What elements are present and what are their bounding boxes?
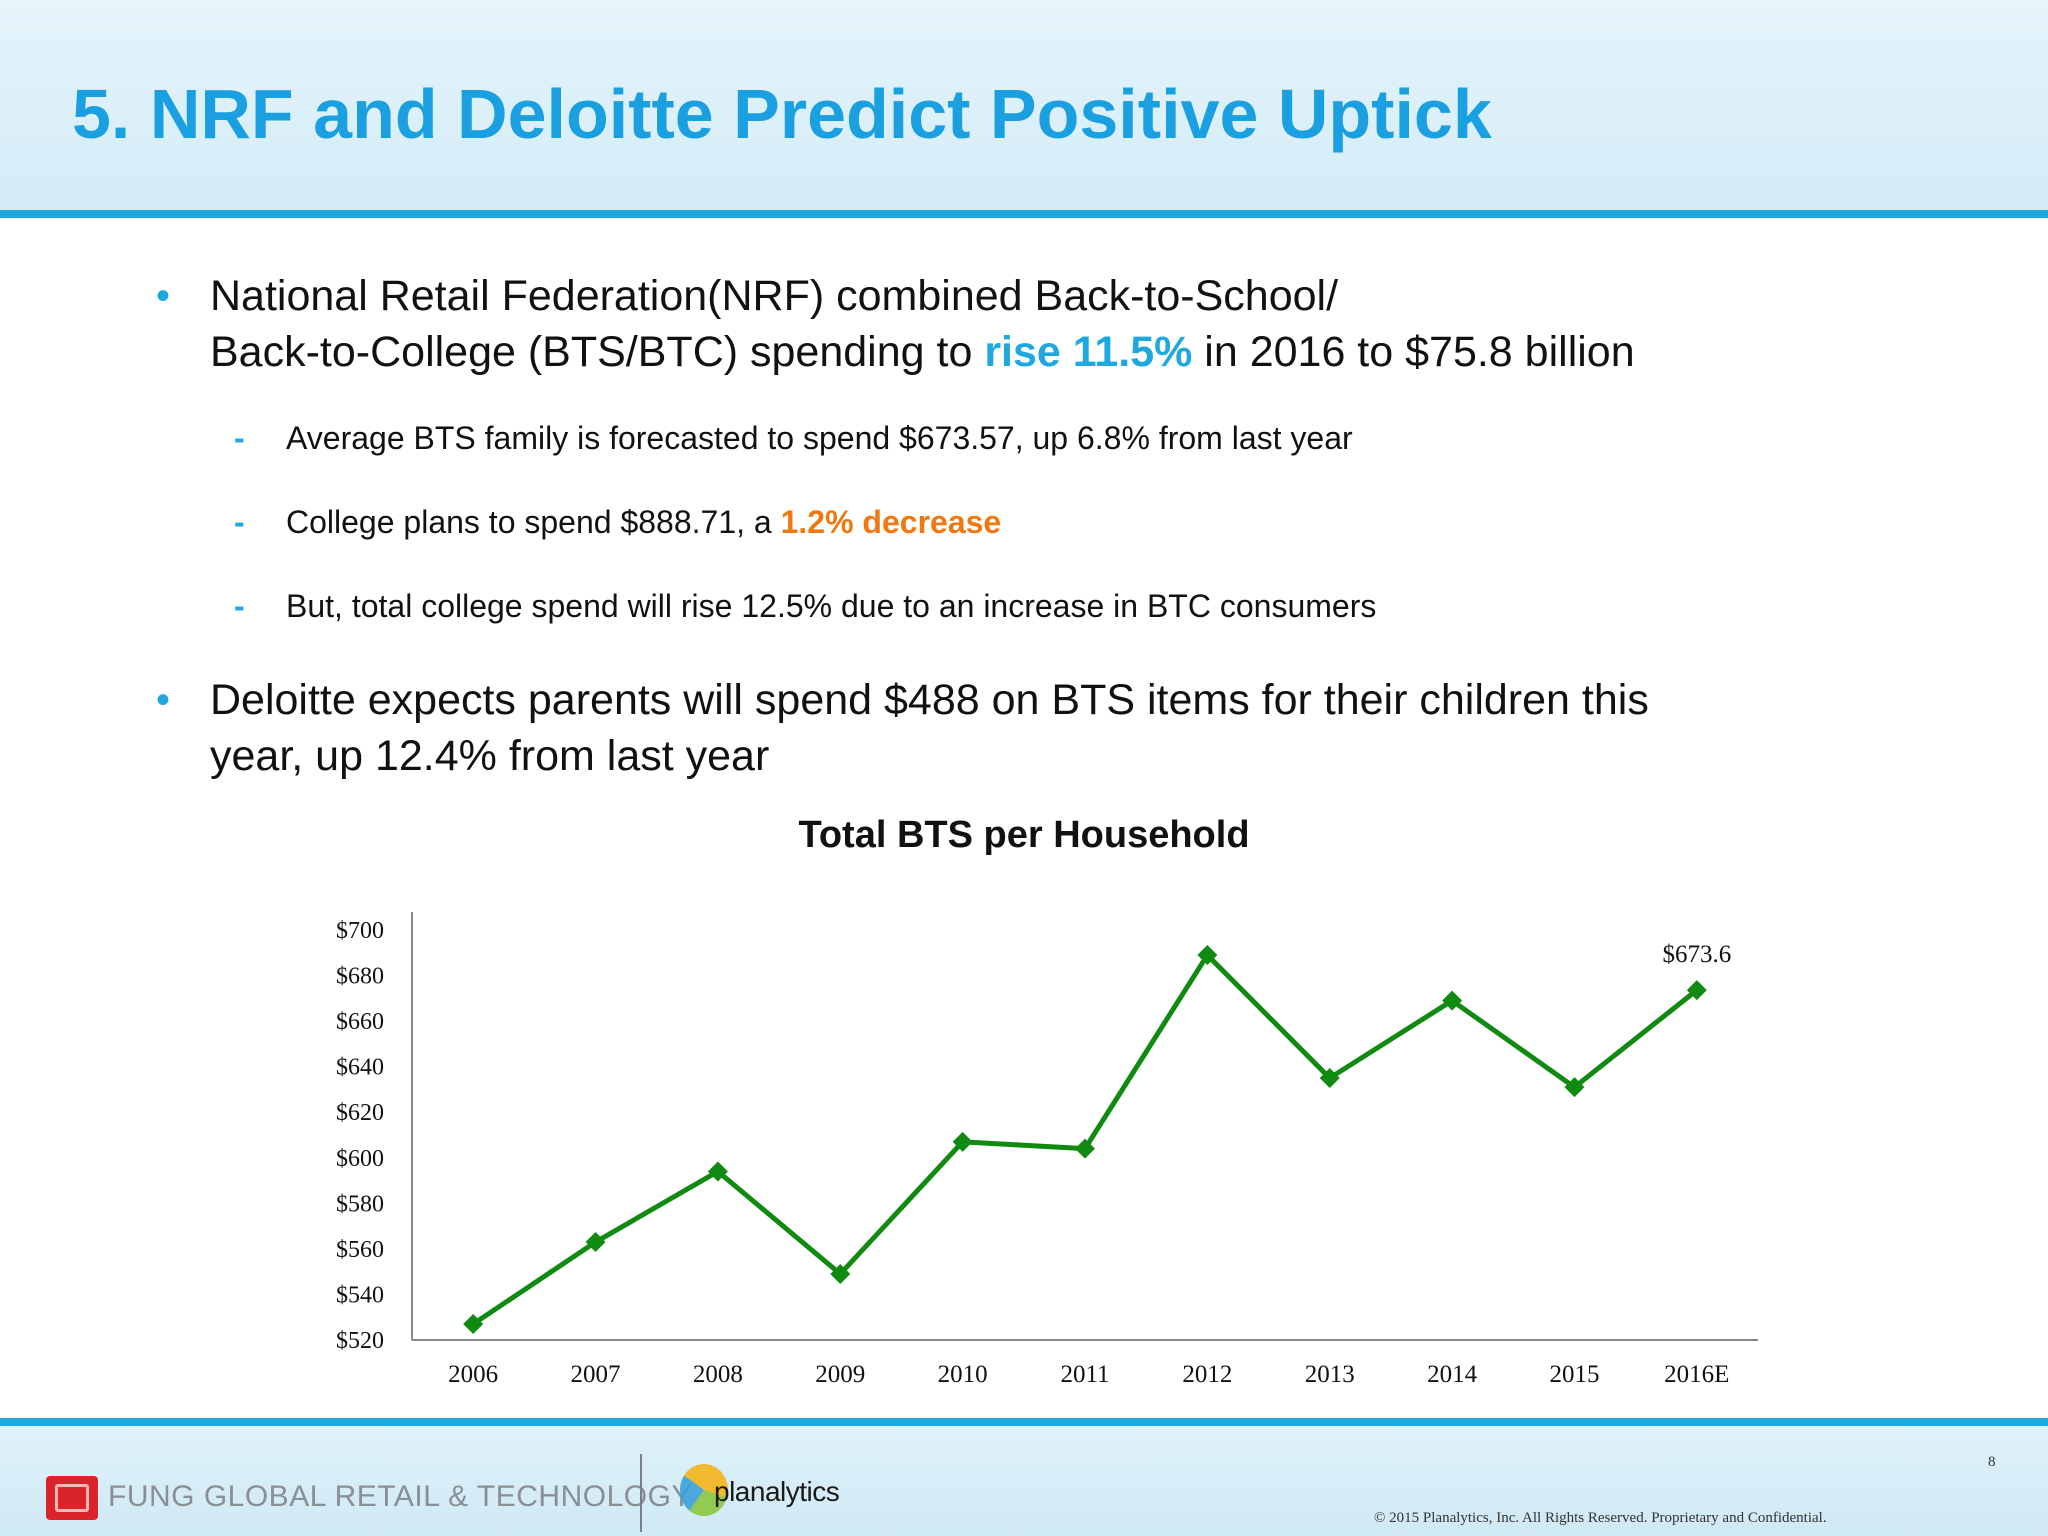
x-tick-label: 2016E (1664, 1361, 1729, 1388)
bullet-deloitte: • Deloitte expects parents will spend $4… (156, 672, 1770, 784)
data-point-marker (830, 1263, 851, 1284)
data-point-marker (952, 1131, 973, 1152)
data-point-marker (463, 1314, 484, 1335)
data-point-marker (1686, 980, 1707, 1001)
data-point-marker (1319, 1068, 1340, 1089)
line-chart: $520 $540 $560 $580 $600 $620 $640 $660 $680 $700… (336, 912, 1758, 1388)
x-tick-label: 2014 (1427, 1361, 1478, 1388)
data-point-marker (707, 1161, 728, 1182)
sub-bullet-total-college: - But, total college spend will rise 12.… (234, 586, 1786, 626)
sub-bullet-text: But, total college spend will rise 12.5%… (286, 588, 1377, 624)
data-label: $673.6 (1662, 941, 1731, 968)
sub-bullet-text: College plans to spend $888.71, a (286, 504, 781, 540)
data-point-marker (1075, 1138, 1095, 1159)
x-tick-label: 2007 (571, 1361, 621, 1388)
planalytics-wordmark: planalytics (714, 1476, 840, 1507)
x-tick-label: 2008 (693, 1361, 743, 1388)
data-point-marker (1564, 1077, 1585, 1098)
y-tick-label: $580 (336, 1191, 384, 1217)
x-tick-label: 2015 (1549, 1361, 1599, 1388)
x-tick-label: 2012 (1182, 1361, 1232, 1388)
highlight-rise: rise 11.5% (984, 328, 1193, 376)
y-tick-label: $640 (336, 1055, 384, 1081)
y-tick-label: $680 (336, 964, 384, 990)
copyright-notice: © 2015 Planalytics, Inc. All Rights Rese… (1374, 1510, 1827, 1526)
fung-logo-icon (46, 1476, 98, 1520)
slide-footer: FUNG GLOBAL RETAIL & TECHNOLOGY planalyt… (0, 1418, 2048, 1536)
y-tick-label: $660 (336, 1009, 384, 1035)
bullet-deloitte-line2: year, up 12.4% from last year (210, 732, 770, 780)
planalytics-logo: planalytics (680, 1462, 840, 1522)
planalytics-swirl-icon (680, 1464, 728, 1516)
bullet-dot: • (156, 274, 171, 318)
sub-bullet-average-family: - Average BTS family is forecasted to sp… (234, 418, 1786, 458)
slide-title: 5. NRF and Deloitte Predict Positive Upt… (72, 75, 1492, 153)
y-tick-label: $520 (336, 1328, 384, 1354)
fung-company-name: FUNG GLOBAL RETAIL & TECHNOLOGY (108, 1480, 692, 1513)
x-tick-label: 2006 (448, 1361, 498, 1388)
y-tick-label: $700 (336, 918, 384, 944)
bullet-nrf: • National Retail Federation(NRF) combin… (156, 268, 1770, 380)
highlight-decrease: 1.2% decrease (780, 504, 1002, 540)
bullet-nrf-line1: National Retail Federation(NRF) combined… (210, 272, 1339, 320)
x-tick-label: 2011 (1060, 1361, 1109, 1388)
data-point-marker (585, 1232, 606, 1253)
footer-divider (640, 1454, 642, 1532)
slide-header: 5. NRF and Deloitte Predict Positive Upt… (0, 0, 2048, 218)
y-tick-label: $600 (336, 1146, 384, 1172)
sub-bullet-dash: - (234, 420, 245, 456)
bullet-nrf-line2-pre: Back-to-College (BTS/BTC) spending to (210, 328, 985, 376)
sub-bullet-dash: - (234, 588, 245, 624)
bullet-nrf-line2: Back-to-College (BTS/BTC) spending to ri… (210, 324, 1770, 380)
data-point-marker (1197, 945, 1218, 966)
y-tick-label: $620 (336, 1100, 384, 1126)
bullet-dot: • (156, 678, 171, 722)
y-tick-label: $540 (336, 1282, 384, 1308)
x-tick-label: 2010 (938, 1361, 988, 1388)
sub-bullet-college-plans: - College plans to spend $888.71, a 1.2%… (234, 502, 1786, 542)
x-tick-label: 2009 (815, 1361, 865, 1388)
bullet-deloitte-line1: Deloitte expects parents will spend $488… (210, 676, 1649, 724)
bullet-nrf-line2-post: in 2016 to $75.8 billion (1192, 328, 1635, 376)
sub-bullet-dash: - (234, 504, 245, 540)
sub-bullet-text: Average BTS family is forecasted to spen… (286, 420, 1353, 456)
data-point-marker (1442, 990, 1463, 1011)
y-tick-label: $560 (336, 1237, 384, 1263)
page-number: 8 (1988, 1454, 1996, 1470)
x-tick-label: 2013 (1305, 1361, 1355, 1388)
chart-title: Total BTS per Household (798, 814, 1250, 856)
